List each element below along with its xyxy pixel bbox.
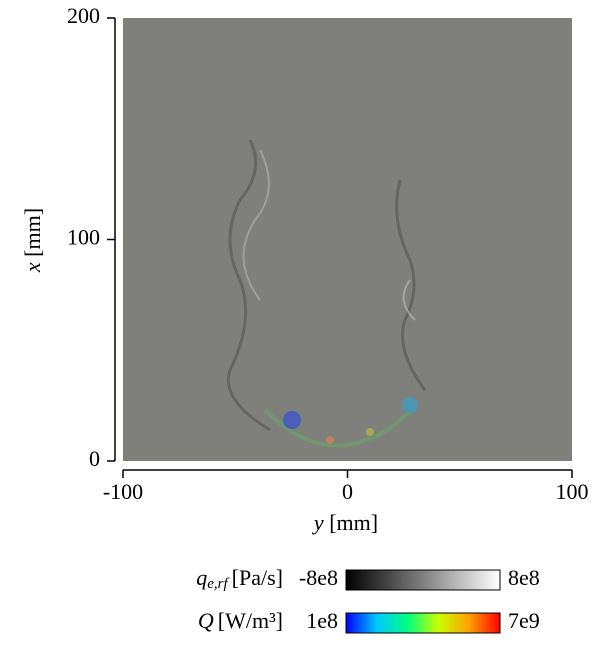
colorbar-unit: [Pa/s] xyxy=(232,565,283,590)
y-axis-label: x [mm] xyxy=(20,208,45,273)
y-tick-label: 200 xyxy=(67,3,100,28)
colorbar-tick-label: 7e9 xyxy=(508,608,540,633)
colorbar-subscript: e,rf xyxy=(207,576,229,592)
y-tick-label: 0 xyxy=(89,446,100,471)
colorbar-symbol: Q xyxy=(198,608,214,633)
colorbar-tick-label: 1e8 xyxy=(306,608,338,633)
x-tick-label: 100 xyxy=(556,479,589,504)
colorbar-tick-label: -8e8 xyxy=(299,565,338,590)
field-image xyxy=(123,18,572,461)
colorbar xyxy=(345,569,501,591)
x-axis-label: y [mm] xyxy=(312,510,378,535)
colorbar xyxy=(345,612,501,634)
colorbar-symbol: q xyxy=(196,565,207,590)
colorbar-label: qe,rf [Pa/s] xyxy=(196,565,283,592)
colorbar-label: Q [W/m³] xyxy=(198,608,283,633)
colorbar-tick-label: 8e8 xyxy=(508,565,540,590)
colorbar-unit: [W/m³] xyxy=(218,608,283,633)
field-texture xyxy=(226,139,427,448)
x-tick-label: -100 xyxy=(103,479,143,504)
x-tick-label: 0 xyxy=(342,479,353,504)
y-tick-label: 100 xyxy=(67,225,100,250)
